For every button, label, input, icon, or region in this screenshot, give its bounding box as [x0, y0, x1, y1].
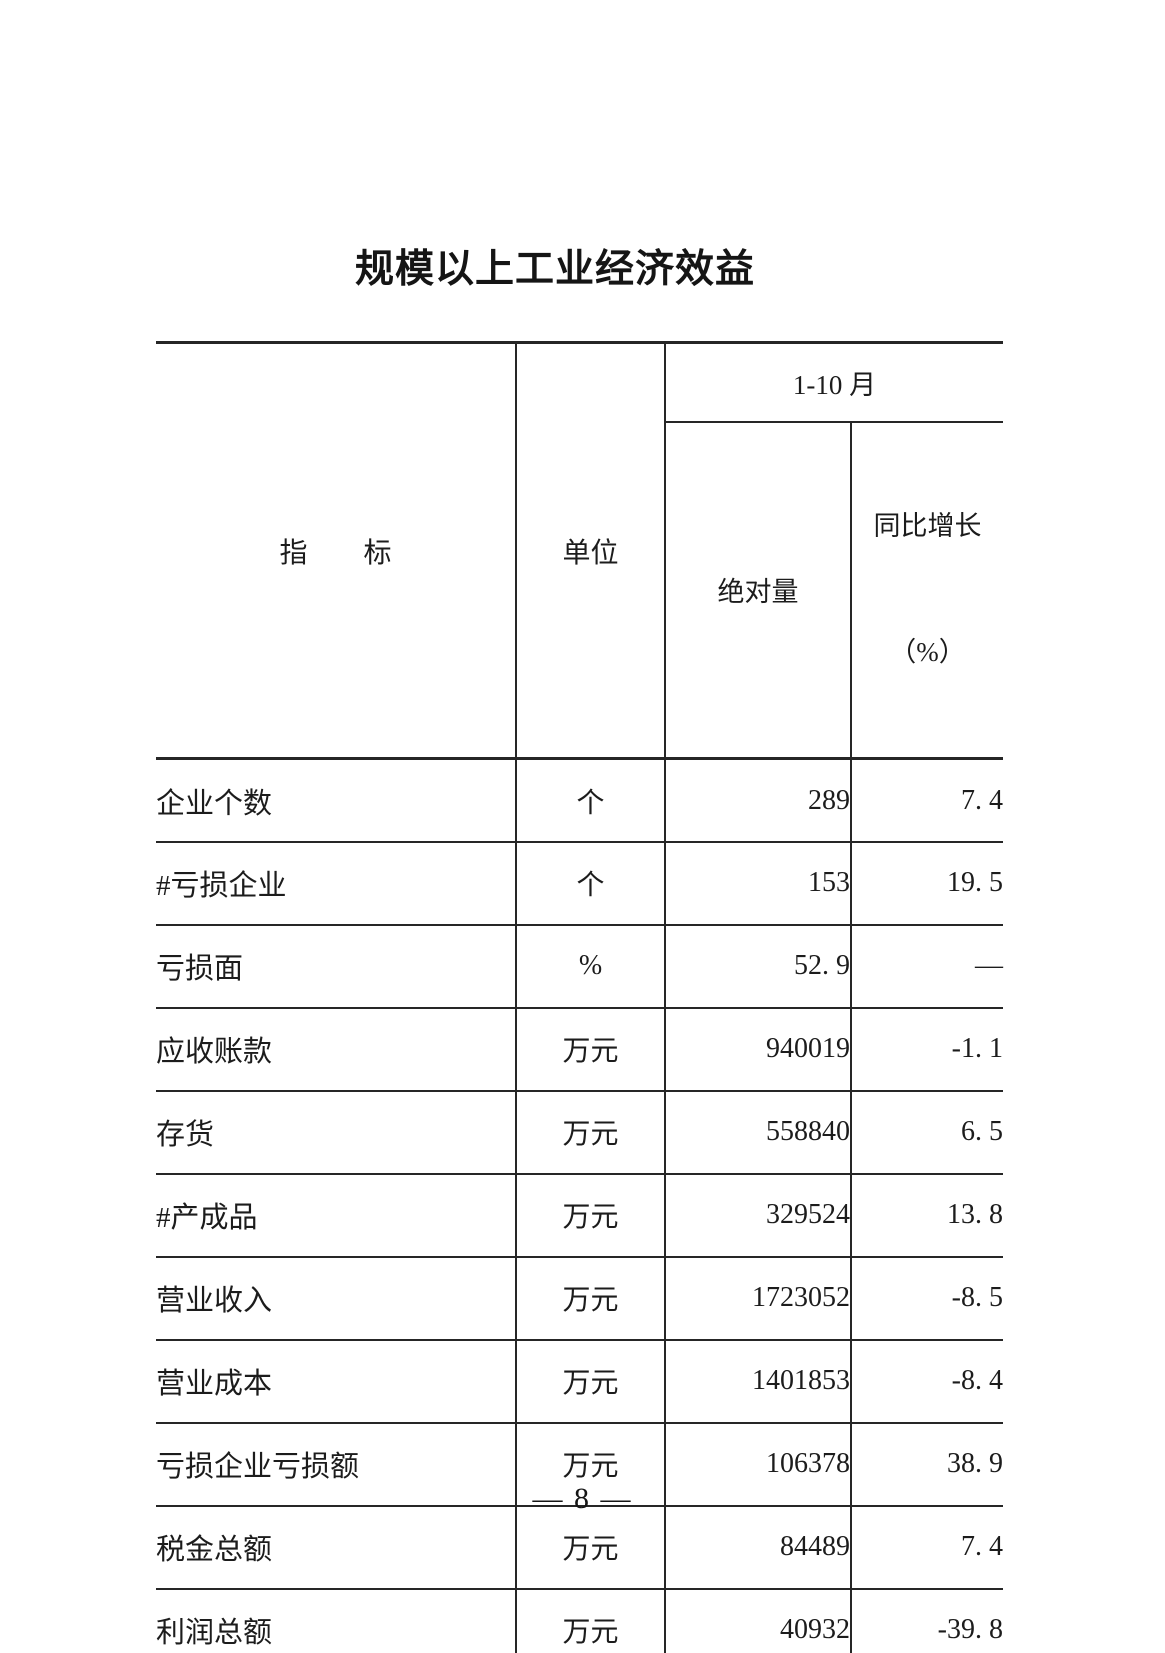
growth-cell: 38. 9 [851, 1421, 1003, 1506]
table-row: 存货 万元 558840 6. 5 [156, 1089, 1003, 1174]
column-header-unit: 单位 [516, 342, 666, 759]
absolute-value-cell: 1401853 [665, 1338, 852, 1423]
table-row: 亏损企业亏损额 万元 106378 38. 9 [156, 1421, 1003, 1506]
table-row: #亏损企业 个 153 19. 5 [156, 840, 1003, 925]
indicator-cell: 存货 [156, 1089, 517, 1174]
growth-cell: -39. 8 [851, 1587, 1003, 1653]
industrial-economic-benefits-table: 指 标 单位 1-10 月 绝对量 同比增长 （%） 企业个数 个 289 7.… [156, 341, 1003, 1653]
indicator-cell: 亏损面 [156, 923, 517, 1008]
unit-cell: 万元 [516, 1006, 666, 1091]
absolute-value-cell: 558840 [665, 1089, 852, 1174]
unit-cell: 万元 [516, 1421, 666, 1506]
unit-cell: 万元 [516, 1255, 666, 1340]
indicator-cell: 利润总额 [156, 1587, 517, 1653]
indicator-cell: #产成品 [156, 1172, 517, 1257]
yoy-growth-label: 同比增长 [873, 511, 982, 542]
header-row-period: 指 标 单位 1-10 月 [156, 342, 1003, 759]
unit-cell: 万元 [516, 1338, 666, 1423]
unit-cell: % [516, 923, 666, 1008]
unit-cell: 万元 [516, 1504, 666, 1589]
absolute-value-cell: 84489 [665, 1504, 852, 1589]
table-row: 营业收入 万元 1723052 -8. 5 [156, 1255, 1003, 1340]
absolute-value-cell: 52. 9 [665, 923, 852, 1008]
growth-cell: 19. 5 [851, 840, 1003, 925]
header-row-subcolumns: 绝对量 同比增长 （%） [156, 421, 1003, 759]
table-row: 亏损面 % 52. 9 — [156, 923, 1003, 1008]
unit-cell: 个 [516, 840, 666, 925]
indicator-cell: 营业收入 [156, 1255, 517, 1340]
indicator-cell: 税金总额 [156, 1504, 517, 1589]
table-row: 应收账款 万元 940019 -1. 1 [156, 1006, 1003, 1091]
growth-cell: 13. 8 [851, 1172, 1003, 1257]
table-row: 利润总额 万元 40932 -39. 8 [156, 1587, 1003, 1653]
column-header-yoy-growth: 同比增长 （%） [851, 422, 1003, 759]
table-row: 营业成本 万元 1401853 -8. 4 [156, 1338, 1003, 1423]
page-number: — 8 — [532, 1482, 633, 1515]
indicator-cell: #亏损企业 [156, 840, 517, 925]
growth-cell: -1. 1 [851, 1006, 1003, 1091]
table-row: 税金总额 万元 84489 7. 4 [156, 1504, 1003, 1589]
growth-cell: 6. 5 [851, 1089, 1003, 1174]
growth-cell: — [851, 923, 1003, 1008]
yoy-growth-unit: （%） [889, 636, 966, 667]
growth-cell: -8. 5 [851, 1255, 1003, 1340]
absolute-value-cell: 289 [665, 758, 852, 842]
column-header-absolute-value: 绝对量 [665, 421, 852, 759]
table-row: 企业个数 个 289 7. 4 [156, 758, 1003, 842]
absolute-value-cell: 329524 [665, 1172, 852, 1257]
indicator-cell: 营业成本 [156, 1338, 517, 1423]
growth-cell: -8. 4 [851, 1338, 1003, 1423]
indicator-cell: 应收账款 [156, 1006, 517, 1091]
column-header-indicator: 指 标 [156, 342, 517, 759]
growth-cell: 7. 4 [961, 784, 1003, 816]
unit-cell: 万元 [516, 1089, 666, 1174]
absolute-value-cell: 153 [665, 840, 852, 925]
absolute-value-cell: 1723052 [665, 1255, 852, 1340]
column-header-period: 1-10 月 [665, 342, 1003, 423]
unit-cell: 万元 [516, 1587, 666, 1653]
page-title: 规模以上工业经济效益 [354, 248, 755, 291]
growth-cell: 7. 4 [851, 1504, 1003, 1589]
absolute-value-cell: 106378 [665, 1421, 852, 1506]
absolute-value-cell: 40932 [665, 1587, 852, 1653]
indicator-cell: 亏损企业亏损额 [156, 1421, 517, 1506]
table-row: #产成品 万元 329524 13. 8 [156, 1172, 1003, 1257]
indicator-cell: 企业个数 [156, 758, 517, 842]
unit-cell: 个 [516, 758, 666, 842]
absolute-value-cell: 940019 [665, 1006, 852, 1091]
unit-cell: 万元 [516, 1172, 666, 1257]
